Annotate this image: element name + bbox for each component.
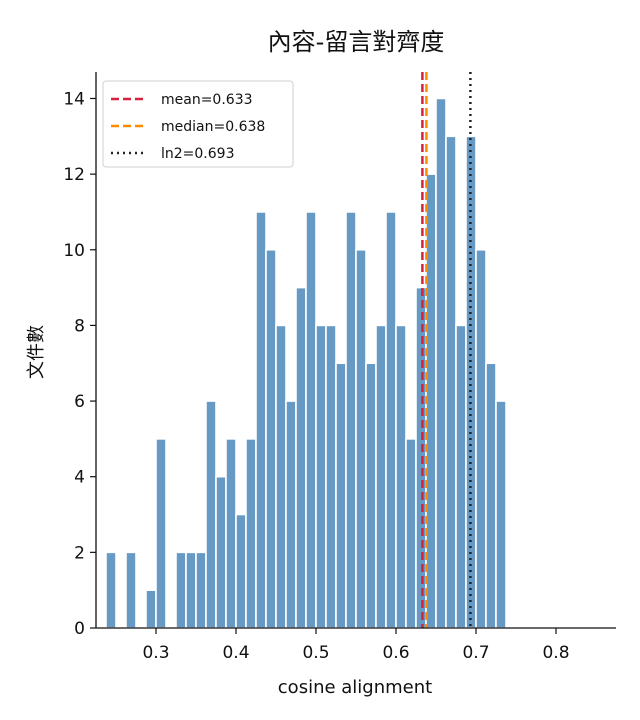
y-tick-label: 2 [74, 543, 85, 563]
histogram-bar [355, 248, 367, 629]
y-tick-label: 4 [74, 468, 85, 488]
histogram-bar [345, 211, 357, 629]
legend-entry: median=0.638 [161, 119, 265, 135]
histogram-bar [295, 286, 307, 629]
histogram-bar [395, 324, 407, 629]
y-tick-label: 14 [63, 89, 85, 109]
y-tick-label: 6 [74, 392, 85, 412]
histogram-bar [385, 211, 397, 629]
axes-group [95, 72, 616, 629]
chart-title: 內容-留言對齊度 [268, 28, 445, 56]
x-tick-label: 0.5 [302, 643, 329, 663]
histogram-bar [235, 513, 247, 629]
histogram-bar [305, 211, 317, 629]
bars-group [105, 97, 507, 629]
histogram-bar [155, 438, 167, 629]
reference-lines-group [421, 72, 472, 628]
x-ticks-group: 0.3 0.4 0.5 0.6 0.7 0.8 [142, 628, 570, 663]
legend-entry: ln2=0.693 [161, 146, 234, 162]
histogram-bar [225, 438, 237, 629]
histogram-bar [435, 97, 447, 629]
x-tick-label: 0.7 [462, 643, 489, 663]
x-axis-label: cosine alignment [278, 677, 432, 698]
histogram-bar [185, 551, 197, 629]
histogram-bar [405, 438, 417, 629]
histogram-bar [195, 551, 207, 629]
histogram-bar [175, 551, 187, 629]
histogram-bar [495, 400, 507, 629]
histogram-bar [105, 551, 117, 629]
y-axis-label: 文件數 [26, 325, 47, 379]
histogram-bar [125, 551, 137, 629]
histogram-bar [365, 362, 377, 629]
x-tick-label: 0.4 [222, 643, 249, 663]
histogram-bar [315, 324, 327, 629]
histogram-bar [245, 438, 257, 629]
histogram-bar [275, 324, 287, 629]
y-tick-label: 0 [74, 619, 85, 639]
histogram-bar [455, 324, 467, 629]
histogram-bar [265, 248, 277, 629]
histogram-bar [285, 400, 297, 629]
histogram-bar [215, 475, 227, 629]
y-tick-label: 10 [63, 241, 85, 261]
histogram-bar [475, 248, 487, 629]
histogram-bar [255, 211, 267, 629]
x-tick-label: 0.6 [382, 643, 409, 663]
histogram-bar [335, 362, 347, 629]
histogram-bar [145, 589, 157, 629]
y-tick-label: 8 [74, 316, 85, 336]
x-tick-label: 0.8 [542, 643, 569, 663]
legend-entry: mean=0.633 [161, 92, 253, 108]
x-tick-label: 0.3 [142, 643, 169, 663]
y-tick-label: 12 [63, 165, 85, 185]
legend-box [102, 80, 294, 168]
histogram-bar [445, 135, 457, 629]
histogram-bar [485, 362, 497, 629]
histogram-bar [325, 324, 337, 629]
legend: mean=0.633 median=0.638 ln2=0.693 [102, 80, 294, 168]
histogram-bar [205, 400, 217, 629]
y-ticks-group: 0 2 4 6 8 10 12 14 [63, 89, 96, 639]
histogram-bar [415, 286, 427, 629]
histogram-bar [375, 324, 387, 629]
